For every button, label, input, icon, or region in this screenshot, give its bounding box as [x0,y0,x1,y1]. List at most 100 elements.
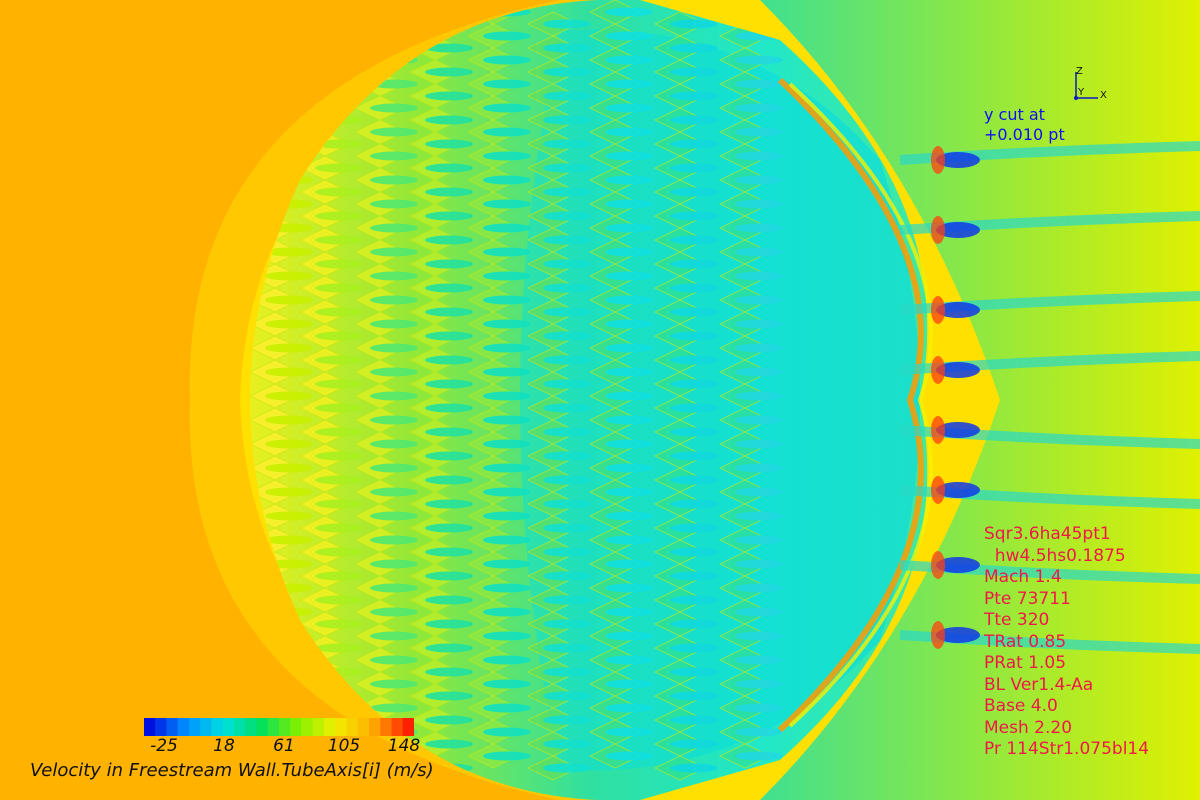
jet-core [605,559,653,569]
jet-core [605,607,653,617]
param-line: BL Ver1.4-Aa [984,674,1094,695]
jet-core [425,715,473,725]
jet-core [605,55,653,65]
jet-core [543,643,591,653]
jet-core [483,223,531,233]
jet-core [425,619,473,629]
jet-core [543,691,591,701]
jet-core [265,535,313,545]
low-velocity-pocket [936,422,980,438]
jet-core [735,631,783,641]
jet-core [543,67,591,77]
jet-core [370,583,418,593]
jet-core [265,487,313,497]
low-velocity-pocket [936,482,980,498]
jet-core [605,271,653,281]
jet-core [735,391,783,401]
jet-core [483,751,531,761]
jet-core [370,703,418,713]
jet-core [370,463,418,473]
jet-core [605,751,653,761]
jet-core [425,307,473,317]
jet-core [425,379,473,389]
colorbar-swatch [177,718,190,736]
jet-core [425,499,473,509]
jet-core [735,535,783,545]
jet-core [735,415,783,425]
low-velocity-pocket [936,557,980,573]
jet-core [425,211,473,221]
shock-hotspot [931,621,945,649]
colorbar-tick-label: 148 [387,736,421,756]
jet-core [543,547,591,557]
shock-hotspot [931,146,945,174]
jet-core [543,355,591,365]
jet-core [370,439,418,449]
jet-core [543,403,591,413]
colorbar [144,718,414,736]
colorbar-swatch [391,718,404,736]
jet-core [735,79,783,89]
jet-core [543,595,591,605]
jet-core [483,463,531,473]
jet-core [370,487,418,497]
param-line: Pte 73711 [984,588,1071,609]
jet-core [670,571,718,581]
colorbar-tick-label: 18 [213,736,235,756]
jet-core [315,235,363,245]
cut-label-line-2: +0.010 pt [984,125,1065,144]
jet-core [425,427,473,437]
jet-core [370,343,418,353]
jet-core [370,415,418,425]
colorbar-swatch [166,718,179,736]
jet-core [315,547,363,557]
jet-core [735,703,783,713]
axis-x-label: X [1100,90,1107,101]
jet-core [605,7,653,17]
jet-core [425,523,473,533]
jet-core [370,559,418,569]
jet-core [543,163,591,173]
jet-core [670,595,718,605]
jet-core [735,319,783,329]
jet-core [425,163,473,173]
jet-core [425,235,473,245]
jet-core [370,367,418,377]
jet-core [670,523,718,533]
jet-core [605,655,653,665]
jet-core [265,511,313,521]
jet-core [670,331,718,341]
colorbar-swatch [200,718,212,736]
param-line: Tte 320 [984,610,1050,630]
jet-core [370,103,418,113]
jet-core [670,499,718,509]
jet-core [315,595,363,605]
jet-core [543,19,591,29]
jet-core [425,547,473,557]
low-velocity-pocket [936,302,980,318]
jet-core [265,415,313,425]
jet-core [670,187,718,197]
jet-core [315,259,363,269]
jet-core [315,211,363,221]
jet-core [543,235,591,245]
jet-core [605,103,653,113]
colorbar-swatch [380,718,392,736]
jet-core [370,247,418,257]
colorbar-swatch [245,718,257,736]
jet-core [735,343,783,353]
jet-core [483,31,531,41]
jet-core [370,175,418,185]
jet-core [315,643,363,653]
jet-core [315,523,363,533]
jet-core [735,55,783,65]
jet-core [670,139,718,149]
jet-core [543,667,591,677]
shock-hotspot [931,296,945,324]
jet-core [605,727,653,737]
jet-core [670,475,718,485]
jet-core [370,199,418,209]
colorbar-ticks: -25 18 61 105 148 [30,736,500,758]
jet-core [425,283,473,293]
